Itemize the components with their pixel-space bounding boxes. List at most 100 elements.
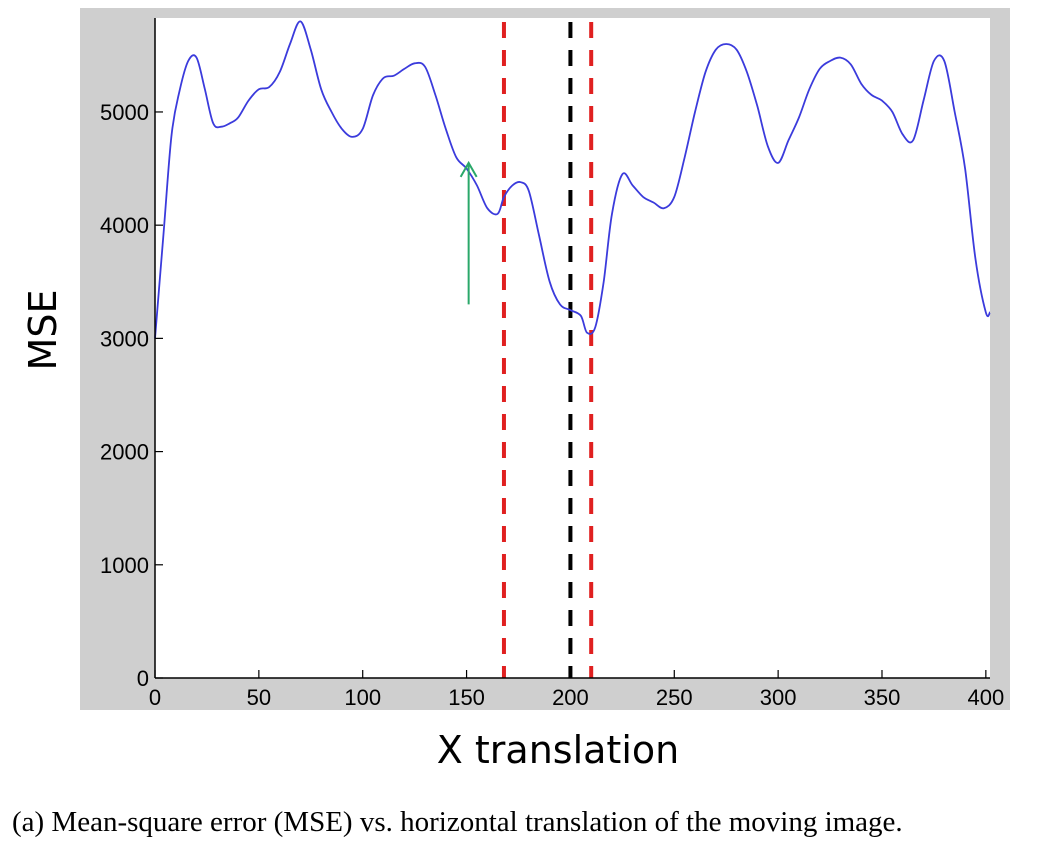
data-point xyxy=(871,94,873,96)
x-tick-label: 50 xyxy=(247,685,271,710)
y-tick-label: 5000 xyxy=(100,100,149,125)
data-point xyxy=(383,77,385,79)
data-point xyxy=(798,117,800,119)
data-point xyxy=(528,190,530,192)
data-point xyxy=(923,100,925,102)
data-point xyxy=(892,111,894,113)
data-point xyxy=(663,207,665,209)
data-point xyxy=(819,68,821,70)
data-point xyxy=(850,64,852,66)
data-point xyxy=(622,173,624,175)
data-point xyxy=(212,123,214,125)
data-point xyxy=(424,66,426,68)
data-point xyxy=(237,117,239,119)
y-tick-label: 2000 xyxy=(100,440,149,465)
data-point xyxy=(989,312,991,314)
data-point xyxy=(586,332,588,334)
data-point xyxy=(320,89,322,91)
data-point xyxy=(163,236,165,238)
data-point xyxy=(902,134,904,136)
data-point xyxy=(684,156,686,158)
data-point xyxy=(653,202,655,204)
data-point xyxy=(757,106,759,108)
data-point xyxy=(964,168,966,170)
plot-area xyxy=(155,18,990,678)
x-axis-label: X translation xyxy=(437,728,679,772)
data-point xyxy=(788,140,790,142)
data-point xyxy=(595,326,597,328)
data-point xyxy=(840,57,842,59)
data-point xyxy=(455,156,457,158)
data-point xyxy=(520,181,522,183)
data-point xyxy=(503,196,505,198)
data-point xyxy=(736,49,738,51)
data-point xyxy=(559,304,561,306)
data-point xyxy=(777,162,779,164)
data-point xyxy=(512,185,514,187)
data-point xyxy=(570,309,572,311)
x-tick-label: 350 xyxy=(864,685,901,710)
data-point xyxy=(289,43,291,45)
x-tick-label: 250 xyxy=(656,685,693,710)
data-point xyxy=(310,49,312,51)
data-point xyxy=(179,89,181,91)
data-point xyxy=(725,43,727,45)
data-point xyxy=(372,94,374,96)
data-point xyxy=(694,111,696,113)
data-point xyxy=(642,196,644,198)
data-point xyxy=(944,60,946,62)
data-point xyxy=(362,128,364,130)
data-point xyxy=(497,213,499,215)
data-point xyxy=(746,72,748,74)
x-tick-label: 0 xyxy=(149,685,161,710)
data-point xyxy=(933,60,935,62)
x-tick-label: 200 xyxy=(552,685,589,710)
data-point xyxy=(985,312,987,314)
data-point xyxy=(445,128,447,130)
data-point xyxy=(674,196,676,198)
data-point xyxy=(341,128,343,130)
data-point xyxy=(435,94,437,96)
data-point xyxy=(767,145,769,147)
mse-line-chart: 0 50 100 150 200 250 300 350 400 0 1000 2000 3000 40… xyxy=(21,8,1010,772)
data-point xyxy=(279,72,281,74)
series-line-mse xyxy=(154,20,991,339)
data-point xyxy=(603,281,605,283)
data-point xyxy=(414,63,416,65)
data-point xyxy=(248,100,250,102)
data-point xyxy=(404,68,406,70)
x-tick-label: 100 xyxy=(344,685,381,710)
data-point xyxy=(171,134,173,136)
data-point xyxy=(705,72,707,74)
y-tick-label: 1000 xyxy=(100,553,149,578)
data-point xyxy=(860,83,862,85)
data-point xyxy=(809,89,811,91)
data-point xyxy=(476,185,478,187)
data-point xyxy=(258,89,260,91)
data-point xyxy=(196,57,198,59)
x-tick-label: 300 xyxy=(760,685,797,710)
data-point xyxy=(715,49,717,51)
data-point xyxy=(393,75,395,77)
data-point xyxy=(229,123,231,125)
x-tick-label: 400 xyxy=(967,685,1004,710)
data-point xyxy=(487,207,489,209)
data-point xyxy=(268,86,270,88)
data-point xyxy=(549,281,551,283)
data-point xyxy=(912,140,914,142)
data-point xyxy=(539,236,541,238)
data-point xyxy=(580,315,582,317)
data-point xyxy=(187,60,189,62)
data-point xyxy=(300,21,302,23)
figure-caption: (a) Mean-square error (MSE) vs. horizont… xyxy=(12,806,903,838)
y-axis-label: MSE xyxy=(21,290,65,371)
green-arrow-head xyxy=(459,160,478,178)
data-point xyxy=(204,89,206,91)
y-tick-label: 3000 xyxy=(100,326,149,351)
y-tick-label: 4000 xyxy=(100,213,149,238)
data-point xyxy=(611,213,613,215)
y-tick-label: 0 xyxy=(137,666,149,691)
data-point xyxy=(352,136,354,138)
data-point xyxy=(829,60,831,62)
data-point xyxy=(975,258,977,260)
